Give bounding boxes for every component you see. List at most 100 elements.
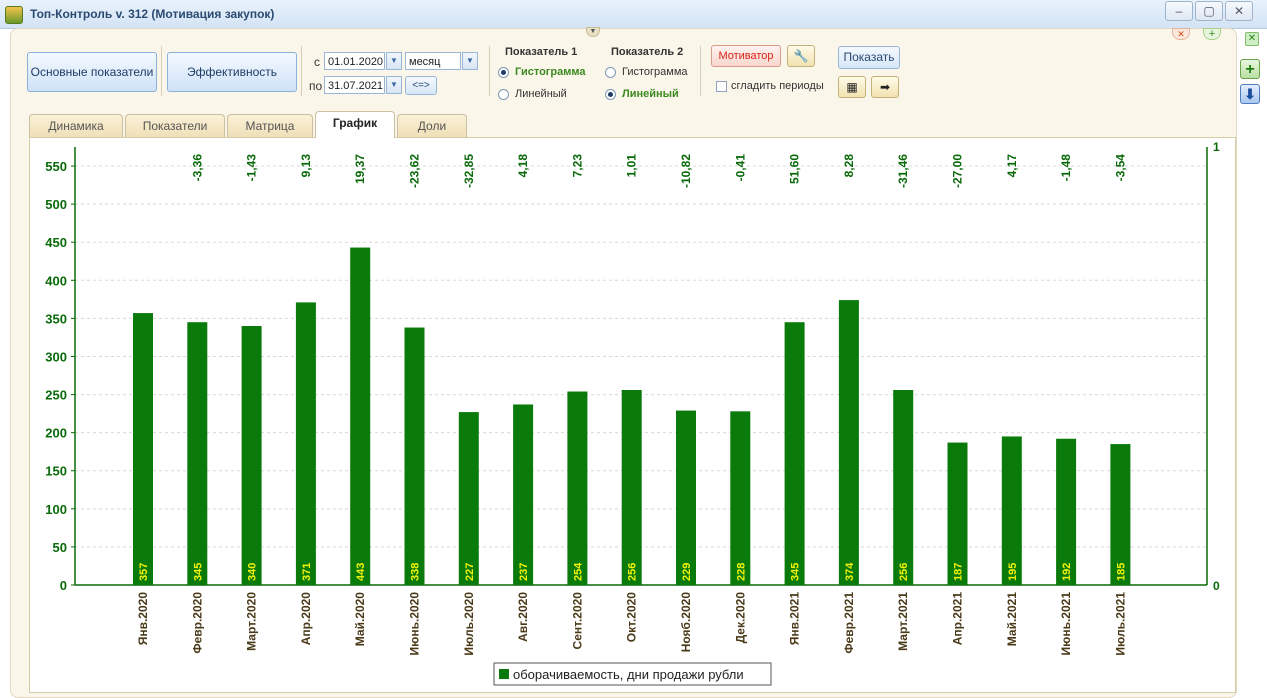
- bar: [567, 391, 588, 585]
- indicator1-histogram-radio[interactable]: [498, 67, 509, 78]
- bar: [784, 322, 805, 585]
- wrench-icon[interactable]: 🔧: [787, 45, 815, 67]
- bar: [187, 322, 208, 585]
- bar: [295, 302, 316, 585]
- bar: [350, 247, 371, 585]
- legend-swatch: [499, 669, 509, 679]
- bar-value-label: 192: [1061, 563, 1073, 581]
- change-label: -10,82: [679, 154, 693, 188]
- date-from-dropdown-icon[interactable]: ▼: [386, 52, 402, 70]
- motivator-button[interactable]: Мотиватор: [711, 45, 781, 67]
- change-label: -31,46: [896, 154, 910, 188]
- collapse-toggle-icon[interactable]: ▼: [586, 27, 600, 37]
- indicator2-histogram-radio[interactable]: [605, 67, 616, 78]
- tab-graph[interactable]: График: [315, 111, 395, 138]
- window-title: Топ-Контроль v. 312 (Мотивация закупок): [30, 7, 275, 21]
- x-tick-label: Авг.2020: [516, 592, 530, 642]
- change-label: -1,43: [245, 154, 259, 182]
- indicator2-linear-label[interactable]: Линейный: [622, 88, 679, 100]
- toolbar-divider: [161, 46, 162, 96]
- x-tick-label: Окт.2020: [625, 592, 639, 643]
- x-tick-label: Март.2021: [896, 592, 910, 651]
- change-label: 51,60: [788, 154, 802, 184]
- x-tick-label: Янв.2020: [136, 592, 150, 646]
- change-label: -32,85: [462, 154, 476, 188]
- bar: [241, 326, 262, 585]
- indicator1-linear-radio[interactable]: [498, 89, 509, 100]
- bar-value-label: 195: [1007, 563, 1019, 581]
- indicator2-histogram-label[interactable]: Гистограмма: [622, 66, 688, 78]
- bar-value-label: 340: [247, 563, 259, 581]
- indicator1-histogram-label[interactable]: Гистограмма: [515, 66, 586, 78]
- x-tick-label: Дек.2020: [733, 592, 747, 644]
- change-label: 19,37: [353, 154, 367, 184]
- bar: [1056, 438, 1077, 585]
- y-tick-label: 250: [45, 388, 67, 403]
- close-side-icon[interactable]: ✕: [1245, 32, 1259, 46]
- bar: [621, 389, 642, 585]
- x-tick-label: Сент.2020: [570, 592, 584, 650]
- bar: [838, 300, 859, 585]
- bar-value-label: 228: [735, 563, 747, 581]
- bar: [1001, 436, 1022, 585]
- smooth-periods-label[interactable]: сгладить периоды: [731, 80, 824, 92]
- legend-box: [493, 662, 772, 686]
- date-to-label: по: [309, 79, 323, 93]
- x-tick-label: Апр.2020: [299, 592, 313, 646]
- tab-indicators[interactable]: Показатели: [125, 114, 225, 137]
- period-dropdown-icon[interactable]: ▼: [462, 52, 478, 70]
- export-excel-icon[interactable]: ▦: [838, 76, 866, 98]
- show-button[interactable]: Показать: [838, 46, 900, 69]
- x-tick-label: Май.2020: [353, 592, 367, 647]
- y-tick-label: 400: [45, 273, 67, 288]
- main-indicators-button[interactable]: Основные показатели: [27, 52, 157, 92]
- swap-dates-button[interactable]: <=>: [405, 76, 437, 95]
- smooth-periods-checkbox[interactable]: [716, 81, 727, 92]
- bar-value-label: 374: [844, 562, 856, 581]
- efficiency-button[interactable]: Эффективность: [167, 52, 297, 92]
- change-label: -3,54: [1113, 154, 1127, 182]
- y-tick-label: 50: [53, 540, 67, 555]
- y-tick-label: 150: [45, 464, 67, 479]
- bar: [893, 389, 914, 585]
- indicator2-heading: Показатель 2: [611, 46, 684, 58]
- tab-shares[interactable]: Доли: [397, 114, 467, 137]
- maximize-button[interactable]: ▢: [1195, 1, 1223, 21]
- toolbar-divider: [700, 46, 701, 96]
- indicator2-linear-radio[interactable]: [605, 89, 616, 100]
- toolbar-divider: [301, 46, 302, 96]
- date-to-dropdown-icon[interactable]: ▼: [386, 76, 402, 94]
- date-from-field[interactable]: 01.01.2020: [324, 52, 385, 70]
- indicator1-linear-label[interactable]: Линейный: [515, 88, 567, 100]
- bar: [676, 410, 696, 585]
- bar: [513, 404, 534, 585]
- app-logo-icon: [5, 6, 23, 24]
- y-tick-label: 200: [45, 426, 67, 441]
- tab-matrix[interactable]: Матрица: [227, 114, 313, 137]
- bar-value-label: 227: [464, 563, 476, 581]
- bar-value-label: 256: [627, 563, 639, 581]
- add-panel-icon[interactable]: +: [1203, 28, 1221, 40]
- add-icon[interactable]: +: [1240, 59, 1260, 79]
- change-label: 4,18: [516, 154, 530, 178]
- x-tick-label: Май.2021: [1005, 592, 1019, 647]
- minimize-button[interactable]: –: [1165, 1, 1193, 21]
- x-tick-label: Июль.2020: [462, 592, 476, 656]
- close-panel-icon[interactable]: ✕: [1172, 28, 1190, 40]
- export-arrow-icon[interactable]: ➡: [871, 76, 899, 98]
- bar: [947, 442, 968, 585]
- date-to-field[interactable]: 31.07.2021: [324, 76, 385, 94]
- y-tick-label: 500: [45, 197, 67, 212]
- y-tick-label: 550: [45, 159, 67, 174]
- change-label: 9,13: [299, 154, 313, 178]
- bar-value-label: 345: [790, 563, 802, 581]
- bar-value-label: 443: [355, 563, 367, 581]
- tab-dynamics[interactable]: Динамика: [29, 114, 123, 137]
- bar-value-label: 357: [138, 563, 150, 581]
- bar-value-label: 185: [1115, 563, 1127, 581]
- close-button[interactable]: ✕: [1225, 1, 1253, 21]
- change-label: 4,17: [1005, 154, 1019, 178]
- arrow-down-icon[interactable]: ⬇: [1240, 84, 1260, 104]
- period-select[interactable]: месяц: [405, 52, 461, 70]
